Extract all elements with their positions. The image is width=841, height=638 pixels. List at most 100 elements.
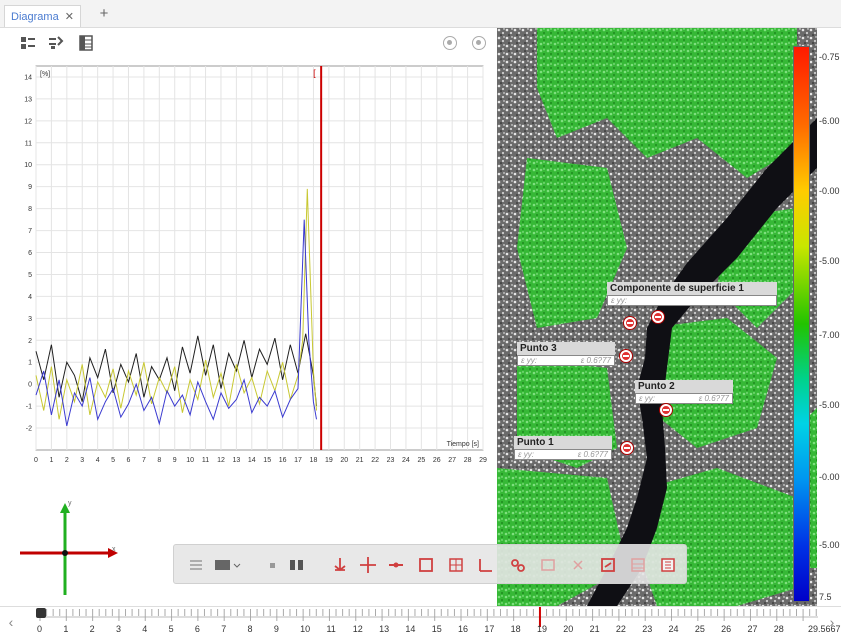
timeline-label: 7 xyxy=(221,624,227,634)
x-tick-label: 9 xyxy=(173,457,177,464)
timeline-next-arrow[interactable]: › xyxy=(829,614,835,630)
tab-diagrama[interactable]: Diagrama ✕ xyxy=(4,5,81,27)
x-axis-label: Tiempo [s] xyxy=(447,441,479,448)
point-value-box: ε yy: ε 0.6?77 xyxy=(514,449,612,460)
x-tick-label: 17 xyxy=(294,457,302,464)
timeline-label: 15 xyxy=(431,624,442,634)
x-tick-label: 26 xyxy=(433,457,441,464)
y-axis-label: [%] xyxy=(40,71,50,78)
point-value-right: ε 0.6?77 xyxy=(698,394,729,403)
scale-label: -0.00 xyxy=(819,472,840,482)
timeline-prev-arrow[interactable]: ‹ xyxy=(8,614,14,630)
cursor-icon[interactable] xyxy=(262,555,282,575)
timeline-label: 20 xyxy=(563,624,574,634)
plot-area xyxy=(35,65,484,451)
marker-surface-1a[interactable] xyxy=(624,317,636,329)
timeline-label: 5 xyxy=(168,624,174,634)
split-icon[interactable] xyxy=(287,555,307,575)
strain-overlay-image[interactable] xyxy=(497,28,817,606)
x-tick-label: 6 xyxy=(127,457,131,464)
y-tick-label: 0 xyxy=(28,382,32,389)
x-tick-label: 8 xyxy=(157,457,161,464)
image-frame-icon[interactable] xyxy=(538,555,558,575)
layout-icon[interactable] xyxy=(20,35,36,51)
y-tick-label: 7 xyxy=(28,228,32,235)
timeline-slider[interactable]: ‹ › 0 1 2 3 4 5 6 7 8 9 10 11 12 13 14 15 16 17 18 19 20 21 22… xyxy=(0,606,841,637)
timeline-label: 14 xyxy=(405,624,416,634)
scale-label: -5.00 xyxy=(819,256,840,266)
color-scale-labels: -0.75 -6.00 -0.00 -5.00 -7.00 -5.00 -0.0… xyxy=(817,28,841,606)
x-tick-label: 24 xyxy=(402,457,410,464)
scale-label: -0.00 xyxy=(819,186,840,196)
settings-icon[interactable] xyxy=(658,555,678,575)
timeline-label: 6 xyxy=(194,624,200,634)
specimen-image-view[interactable]: Componente de superficie 1 ε yy: Punto 3… xyxy=(497,28,817,606)
line-tool-icon[interactable] xyxy=(386,555,406,575)
tab-label: Diagrama xyxy=(11,10,59,23)
view-dropdown-icon[interactable] xyxy=(212,555,242,575)
x-tick-label: 23 xyxy=(387,457,395,464)
x-tick-label: 16 xyxy=(279,457,287,464)
point-value-box: ε yy: ε 0.6?77 xyxy=(517,355,615,366)
angle-icon[interactable] xyxy=(476,555,496,575)
zoom-in-icon[interactable] xyxy=(443,36,457,50)
list-icon[interactable] xyxy=(186,555,206,575)
timeline-label: 10 xyxy=(300,624,311,634)
table-icon[interactable] xyxy=(628,555,648,575)
series-icon[interactable] xyxy=(48,35,64,51)
series-line-1 xyxy=(35,188,317,420)
link-icon[interactable] xyxy=(508,555,528,575)
timeline-label: 11 xyxy=(326,624,336,634)
x-tick-label: 5 xyxy=(111,457,115,464)
delete-icon[interactable] xyxy=(568,555,588,575)
strain-chart: 0 1 2 3 4 5 6 7 8 9 10 11 12 13 14 15 16 17 18 19 20 21 22 23 24… xyxy=(0,58,497,470)
timeline-label: 25 xyxy=(694,624,705,634)
close-icon[interactable]: ✕ xyxy=(64,11,74,23)
scale-label: 7.5 xyxy=(819,592,832,602)
point-label-2[interactable]: Punto 2 ε yy: ε 0.6?77 xyxy=(635,380,733,404)
x-axis-label: x xyxy=(112,546,116,553)
anchor-icon[interactable] xyxy=(330,555,350,575)
add-tab-button[interactable]: + xyxy=(99,5,109,22)
marker-point-2[interactable] xyxy=(660,404,672,416)
marker-point-3[interactable] xyxy=(620,350,632,362)
timeline-label: 26 xyxy=(721,624,732,634)
point-value-box: ε yy: xyxy=(607,295,777,306)
point-label-1[interactable]: Punto 1 ε yy: ε 0.6?77 xyxy=(514,436,612,460)
timeline-start-handle[interactable] xyxy=(36,608,46,618)
timeline-label: 13 xyxy=(379,624,390,634)
grid-icon[interactable] xyxy=(446,555,466,575)
x-tick-label: 15 xyxy=(263,457,271,464)
timeline-ruler[interactable] xyxy=(0,607,841,638)
chart-canvas[interactable]: 0 1 2 3 4 5 6 7 8 9 10 11 12 13 14 15 16 17 18 19 20 21 22 23 24… xyxy=(0,58,497,470)
x-tick-label: 18 xyxy=(310,457,318,464)
timeline-label: 2 xyxy=(89,624,95,634)
marker-point-1[interactable] xyxy=(621,442,633,454)
x-tick-label: 0 xyxy=(34,457,38,464)
timeline-label: 22 xyxy=(615,624,626,634)
y-tick-label: 12 xyxy=(24,118,32,125)
y-tick-label: 2 xyxy=(28,338,32,345)
coordinate-axes-widget: x y xyxy=(20,495,130,605)
timeline-label: 9 xyxy=(273,624,279,634)
rectangle-icon[interactable] xyxy=(416,555,436,575)
point-label-surface-1[interactable]: Componente de superficie 1 ε yy: xyxy=(607,282,777,306)
y-tick-label: 9 xyxy=(28,184,32,191)
timeline-label: 4 xyxy=(142,624,148,634)
x-tick-label: 28 xyxy=(464,457,472,464)
table-icon[interactable] xyxy=(78,35,94,51)
series-line-0 xyxy=(35,333,317,407)
marker-surface-1b[interactable] xyxy=(652,311,664,323)
timeline-label: 16 xyxy=(458,624,469,634)
zoom-out-icon[interactable] xyxy=(472,36,486,50)
point-value-box: ε yy: ε 0.6?77 xyxy=(635,393,733,404)
scale-label: -0.75 xyxy=(819,52,840,62)
timeline-label: 3 xyxy=(115,624,121,634)
crosshair-icon[interactable] xyxy=(358,555,378,575)
timeline-label: 24 xyxy=(668,624,679,634)
export-icon[interactable] xyxy=(598,555,618,575)
x-tick-label: 1 xyxy=(49,457,53,464)
y-tick-label: -2 xyxy=(26,426,32,433)
timeline-label: 28 xyxy=(773,624,784,634)
point-label-3[interactable]: Punto 3 ε yy: ε 0.6?77 xyxy=(517,342,615,366)
